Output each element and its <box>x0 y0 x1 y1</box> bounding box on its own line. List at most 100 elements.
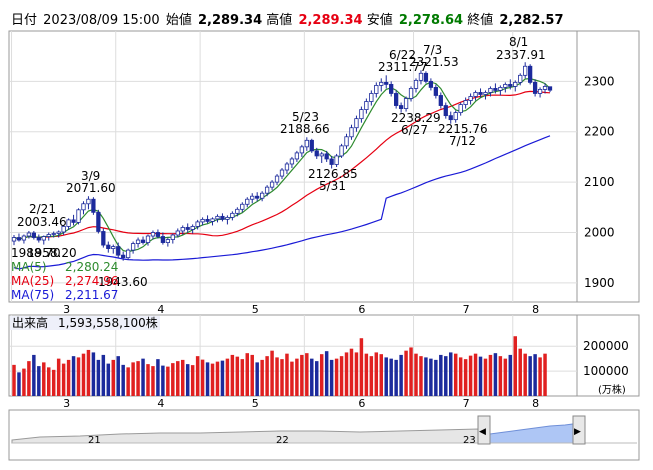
candle-body <box>215 215 220 220</box>
candle-body <box>314 150 319 157</box>
candle-body <box>220 215 225 220</box>
volume-bar <box>81 353 86 396</box>
candle-body <box>96 211 101 232</box>
volume-bar <box>508 354 513 396</box>
scroll-right-arrow-icon[interactable]: ▶ <box>574 427 581 437</box>
ohlc-header: 日付 2023/08/09 15:00 始値 2,289.34 高値 2,289… <box>11 9 564 28</box>
month-tick-label: 7 <box>463 303 470 316</box>
month-tick-label: 3 <box>63 303 70 316</box>
volume-bar <box>305 353 309 396</box>
volume-bar <box>61 363 66 396</box>
volume-bar <box>275 357 279 396</box>
candle-body <box>374 85 379 94</box>
volume-bar <box>359 338 364 396</box>
volume-bar <box>488 354 493 396</box>
annotation-date: 8/1 <box>509 35 528 49</box>
candle-body <box>518 74 523 83</box>
candle-body <box>542 86 548 90</box>
candle-body <box>135 239 141 244</box>
volume-bar <box>513 336 517 396</box>
month-axis: 3 3 4 4 5 5 6 6 7 7 8 8 <box>63 303 539 410</box>
ma75-legend-value: 2,211.67 <box>65 288 118 302</box>
volume-bar <box>389 358 393 396</box>
volume-bar <box>414 353 418 396</box>
candle-body <box>503 83 508 88</box>
month-tick-label: 8 <box>532 397 539 410</box>
scroll-tick-label: 22 <box>276 435 289 446</box>
volume-bar <box>121 364 125 396</box>
volume-bar <box>478 356 483 396</box>
volume-bar <box>101 354 106 396</box>
datetime: 2023/08/09 15:00 <box>43 13 160 28</box>
candle-body <box>121 254 126 259</box>
volume-bar <box>47 367 51 396</box>
candle-body <box>51 233 56 235</box>
candle-body <box>508 83 513 87</box>
volume-bar <box>151 366 155 396</box>
volume-bar <box>364 353 369 396</box>
candle-body <box>175 230 180 236</box>
candle-body <box>41 236 46 241</box>
volume-bar <box>136 361 140 396</box>
candle-body <box>537 89 543 94</box>
price-tick-label: 1900 <box>584 276 615 290</box>
candle-body <box>344 136 349 147</box>
candle-body <box>398 105 404 109</box>
volume-bar <box>37 366 41 396</box>
volume-bar <box>533 354 537 396</box>
volume-bar <box>190 365 195 396</box>
volume-bar <box>538 357 542 396</box>
price-tick-label: 2300 <box>584 74 615 88</box>
month-tick-label: 4 <box>157 303 164 316</box>
volume-bar <box>354 352 359 396</box>
candle-body <box>255 195 260 199</box>
volume-bar <box>166 366 170 396</box>
scroll-left-arrow-icon[interactable]: ◀ <box>479 427 486 437</box>
volume-bar <box>32 354 36 396</box>
candle-body <box>150 232 156 237</box>
candle-body <box>26 232 32 237</box>
volume-bar <box>463 359 468 396</box>
volume-bar <box>106 363 111 396</box>
volume-bar <box>444 356 448 396</box>
volume-bar <box>295 358 299 396</box>
volume-bar <box>240 359 245 396</box>
low-label: 安値 <box>366 13 393 28</box>
candle-body <box>240 203 245 210</box>
candle-body <box>364 101 369 110</box>
candle-body <box>235 208 240 214</box>
scroll-left-handle[interactable] <box>477 415 491 445</box>
volume-bar <box>171 363 175 396</box>
close-value: 2,282.57 <box>499 13 564 28</box>
volume-tick-label: 100000 <box>583 364 629 378</box>
volume-bar <box>374 352 379 396</box>
volume-bar <box>344 352 349 396</box>
volume-bar <box>131 362 135 396</box>
volume-label-bg <box>10 316 160 330</box>
volume-bars <box>12 336 547 396</box>
candle-body <box>438 95 443 106</box>
annotation-value: 2188.66 <box>280 122 330 136</box>
volume-bar <box>200 359 205 396</box>
candle-body <box>170 234 175 240</box>
ma5-legend-label: MA(5) <box>11 260 47 274</box>
candle-body <box>21 235 27 241</box>
month-tick-label: 7 <box>463 397 470 410</box>
volume-bar <box>141 358 145 396</box>
scroll-right-handle[interactable] <box>572 415 586 445</box>
candles <box>11 62 553 261</box>
volume-bar <box>71 356 76 396</box>
candle-body <box>354 118 359 129</box>
annotation-date: 6/22 <box>389 48 416 62</box>
candle-body <box>488 88 493 93</box>
grid-lines <box>10 31 577 396</box>
annotations: 2/21 2003.46 3/9 2071.60 5/23 2188.66 21… <box>11 35 546 289</box>
candle-body <box>428 80 434 88</box>
annotation-date: 2/21 <box>29 202 56 216</box>
high-label: 高値 <box>266 13 293 28</box>
candle-body <box>56 231 61 234</box>
candle-body <box>463 100 468 105</box>
volume-bar <box>51 369 56 396</box>
